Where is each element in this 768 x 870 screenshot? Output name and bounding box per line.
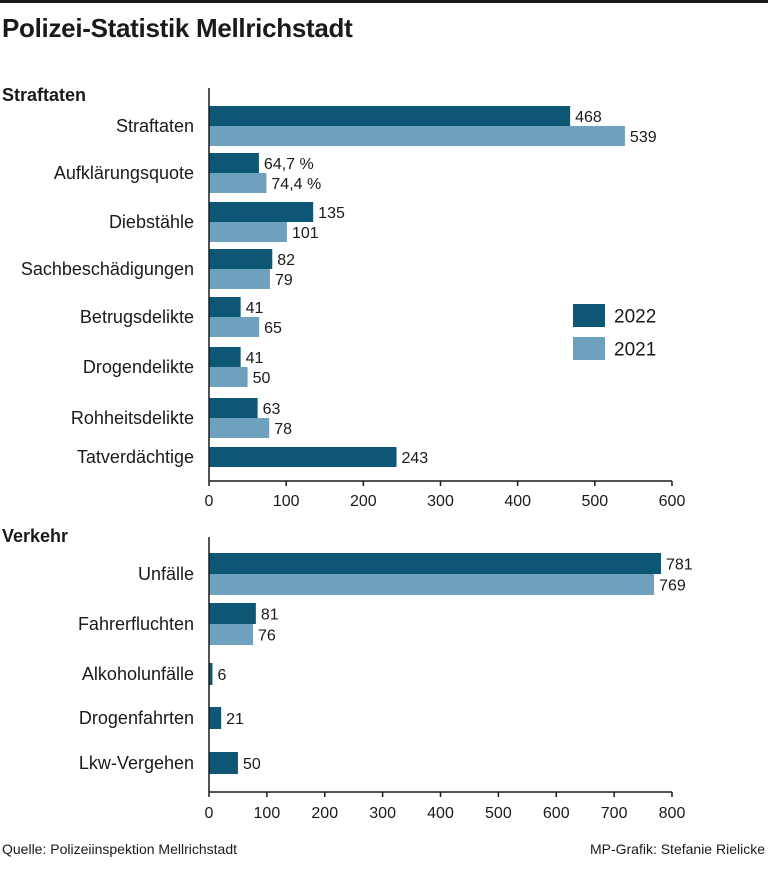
- verkehr-section-title: Verkehr: [2, 526, 68, 546]
- verkehr-value-lkw-vergehen-2022: 50: [243, 756, 261, 773]
- verkehr-value-alkoholunfaelle-2022: 6: [217, 667, 226, 684]
- straftaten-value-drogendelikte-2021: 50: [253, 370, 271, 387]
- straftaten-tick-label-0: 0: [205, 493, 214, 510]
- straftaten-value-straftaten-2022: 468: [575, 109, 602, 126]
- verkehr-tick-label-600: 600: [543, 805, 570, 822]
- straftaten-bar-betrugsdelikte-2022: [209, 297, 241, 317]
- verkehr-bar-unfaelle-2021: [209, 574, 655, 595]
- verkehr-tick-label-700: 700: [601, 805, 628, 822]
- straftaten-value-betrugsdelikte-2021: 65: [264, 320, 282, 337]
- legend-label-2021: 2021: [614, 340, 656, 361]
- straftaten-value-sachbeschaedigungen-2022: 82: [277, 252, 295, 269]
- verkehr-bar-unfaelle-2022: [209, 553, 662, 574]
- verkehr-tick-label-300: 300: [369, 805, 396, 822]
- straftaten-tick-label-400: 400: [504, 493, 531, 510]
- straftaten-bar-straftaten-2021: [209, 126, 625, 146]
- verkehr-bar-lkw-vergehen-2022: [209, 752, 238, 774]
- straftaten-value-diebstaehle-2021: 101: [292, 225, 319, 242]
- verkehr-category-unfaelle: Unfälle: [138, 564, 194, 584]
- verkehr-category-alkoholunfaelle: Alkoholunfälle: [82, 664, 194, 684]
- straftaten-category-sachbeschaedigungen: Sachbeschädigungen: [21, 259, 194, 279]
- verkehr-value-fahrerfluchten-2022: 81: [261, 607, 279, 624]
- verkehr-value-unfaelle-2022: 781: [666, 557, 693, 574]
- straftaten-category-diebstaehle: Diebstähle: [109, 212, 194, 232]
- straftaten-bar-aufklaerungsquote-2021: [209, 173, 267, 193]
- legend-swatch-2021: [573, 337, 605, 360]
- source-note: Quelle: Polizeiinspektion Mellrichstadt: [2, 841, 237, 857]
- straftaten-bar-diebstaehle-2022: [209, 202, 314, 222]
- straftaten-bar-drogendelikte-2022: [209, 347, 241, 367]
- straftaten-category-straftaten: Straftaten: [116, 116, 194, 136]
- legend-label-2022: 2022: [614, 307, 656, 328]
- verkehr-tick-label-500: 500: [485, 805, 512, 822]
- straftaten-tick-label-200: 200: [350, 493, 377, 510]
- verkehr-tick-label-200: 200: [311, 805, 338, 822]
- verkehr-tick-label-0: 0: [205, 805, 214, 822]
- verkehr-tick-label-800: 800: [659, 805, 686, 822]
- straftaten-category-tatverdaechtige: Tatverdächtige: [77, 447, 194, 467]
- straftaten-category-rohheitsdelikte: Rohheitsdelikte: [71, 408, 194, 428]
- straftaten-value-betrugsdelikte-2022: 41: [246, 300, 264, 317]
- straftaten-value-rohheitsdelikte-2022: 63: [263, 401, 281, 418]
- straftaten-tick-label-300: 300: [427, 493, 454, 510]
- straftaten-category-drogendelikte: Drogendelikte: [83, 357, 194, 377]
- straftaten-tick-label-500: 500: [581, 493, 608, 510]
- verkehr-bar-fahrerfluchten-2021: [209, 624, 253, 645]
- straftaten-value-drogendelikte-2022: 41: [246, 350, 264, 367]
- verkehr-bar-fahrerfluchten-2022: [209, 603, 256, 624]
- verkehr-bar-drogenfahrten-2022: [209, 707, 222, 729]
- straftaten-value-aufklaerungsquote-2022: 64,7 %: [264, 156, 314, 173]
- straftaten-bar-betrugsdelikte-2021: [209, 317, 260, 337]
- verkehr-category-fahrerfluchten: Fahrerfluchten: [78, 614, 194, 634]
- straftaten-bar-sachbeschaedigungen-2022: [209, 249, 273, 269]
- straftaten-bar-tatverdaechtige-2022: [209, 447, 397, 467]
- verkehr-category-drogenfahrten: Drogenfahrten: [79, 708, 194, 728]
- straftaten-tick-label-100: 100: [273, 493, 300, 510]
- verkehr-value-fahrerfluchten-2021: 76: [258, 628, 276, 645]
- straftaten-bar-straftaten-2022: [209, 106, 571, 126]
- straftaten-value-sachbeschaedigungen-2021: 79: [275, 272, 293, 289]
- top-rule: [0, 0, 768, 3]
- verkehr-category-lkw-vergehen: Lkw-Vergehen: [79, 753, 194, 773]
- straftaten-value-rohheitsdelikte-2021: 78: [274, 421, 292, 438]
- verkehr-tick-label-100: 100: [254, 805, 281, 822]
- straftaten-value-diebstaehle-2022: 135: [318, 205, 345, 222]
- verkehr-value-drogenfahrten-2022: 21: [226, 711, 244, 728]
- straftaten-tick-label-600: 600: [659, 493, 686, 510]
- straftaten-value-tatverdaechtige-2022: 243: [402, 450, 429, 467]
- verkehr-tick-label-400: 400: [427, 805, 454, 822]
- straftaten-bar-drogendelikte-2021: [209, 367, 248, 387]
- straftaten-bar-rohheitsdelikte-2022: [209, 398, 258, 418]
- credit-note: MP-Grafik: Stefanie Rielicke: [589, 841, 765, 857]
- straftaten-bar-aufklaerungsquote-2022: [209, 153, 259, 173]
- verkehr-value-unfaelle-2021: 769: [659, 578, 686, 595]
- straftaten-category-betrugsdelikte: Betrugsdelikte: [80, 307, 194, 327]
- straftaten-category-aufklaerungsquote: Aufklärungsquote: [54, 163, 194, 183]
- page-title: Polizei-Statistik Mellrichstadt: [2, 13, 353, 43]
- straftaten-bar-sachbeschaedigungen-2021: [209, 269, 270, 289]
- straftaten-value-aufklaerungsquote-2021: 74,4 %: [271, 176, 321, 193]
- straftaten-bar-diebstaehle-2021: [209, 222, 287, 242]
- legend-swatch-2022: [573, 304, 605, 327]
- straftaten-section-title: Straftaten: [2, 85, 86, 105]
- straftaten-bar-rohheitsdelikte-2021: [209, 418, 270, 438]
- verkehr-bar-alkoholunfaelle-2022: [209, 663, 213, 685]
- straftaten-value-straftaten-2021: 539: [630, 129, 657, 146]
